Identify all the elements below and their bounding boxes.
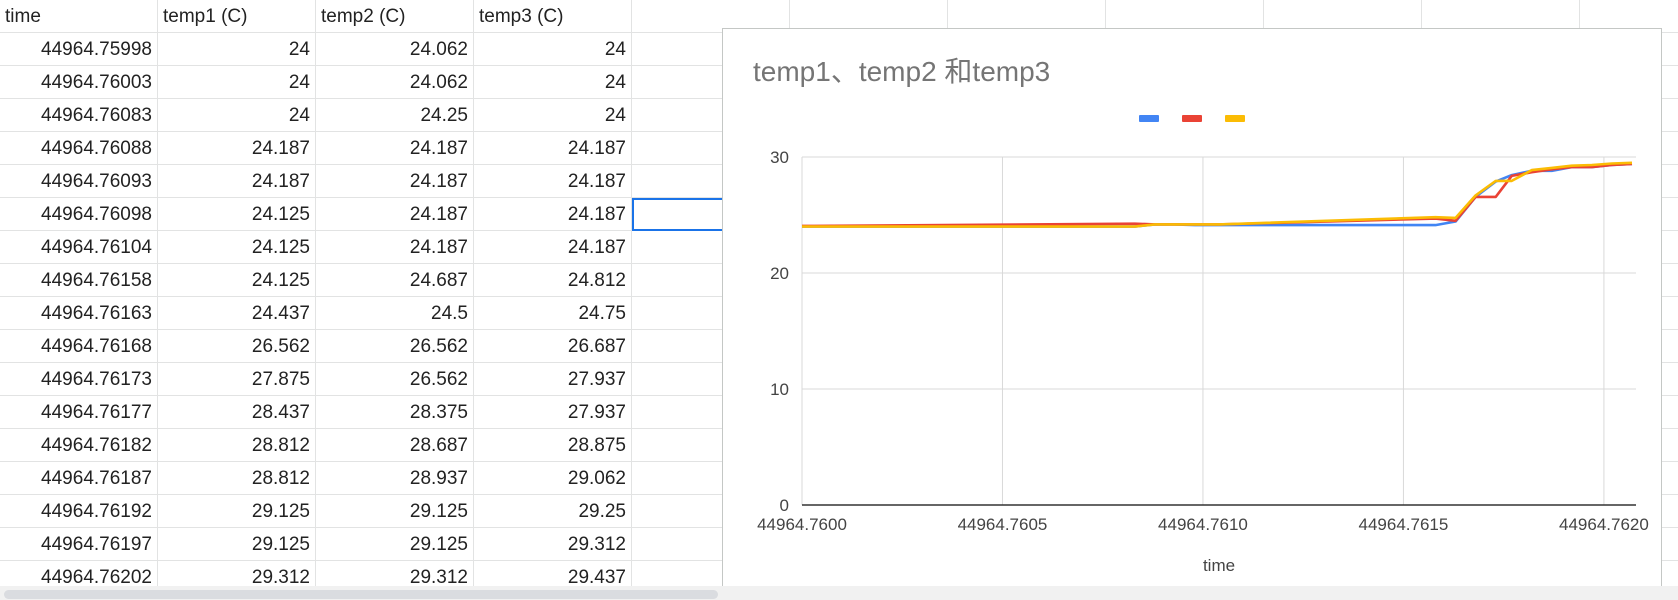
chart-canvas: temp1、temp2 和temp3 0 10 20 30 44964.7600 44964…	[753, 56, 1649, 575]
table-cell[interactable]: 24.187	[316, 231, 474, 264]
y-tick-label: 30	[770, 148, 789, 167]
x-tick-label: 44964.7600	[757, 515, 847, 534]
table-cell[interactable]: 24.187	[474, 132, 632, 165]
chart-title: temp1、temp2 和temp3	[753, 56, 1050, 87]
table-cell[interactable]: 44964.76098	[0, 198, 158, 231]
table-cell[interactable]: 26.562	[316, 330, 474, 363]
table-cell[interactable]: 29.125	[158, 528, 316, 561]
table-cell[interactable]: 24.437	[158, 297, 316, 330]
table-cell[interactable]: 24.687	[316, 264, 474, 297]
legend-swatch	[1139, 115, 1159, 122]
table-cell[interactable]: 24.187	[474, 231, 632, 264]
table-cell[interactable]: 24.187	[158, 165, 316, 198]
table-cell[interactable]: 28.437	[158, 396, 316, 429]
table-cell[interactable]: 44964.76168	[0, 330, 158, 363]
x-tick-label: 44964.7615	[1359, 515, 1449, 534]
series-line-1	[802, 162, 1633, 228]
x-axis-title: time	[1203, 556, 1235, 575]
table-cell[interactable]: 44964.76104	[0, 231, 158, 264]
series-line-3	[802, 161, 1633, 228]
table-cell[interactable]: 24	[474, 99, 632, 132]
table-cell[interactable]: 26.687	[474, 330, 632, 363]
table-cell[interactable]: 28.687	[316, 429, 474, 462]
table-cell[interactable]: 29.062	[474, 462, 632, 495]
table-cell[interactable]: 44964.76163	[0, 297, 158, 330]
table-cell[interactable]: 24.187	[474, 198, 632, 231]
table-cell[interactable]: 28.875	[474, 429, 632, 462]
table-row: 44964.76197 29.125 29.125 29.312	[0, 528, 1678, 561]
table-cell[interactable]: 24.25	[316, 99, 474, 132]
table-cell[interactable]: 24.187	[474, 165, 632, 198]
table-cell[interactable]: 26.562	[158, 330, 316, 363]
table-cell[interactable]: 24.5	[316, 297, 474, 330]
column-header-cell[interactable]: temp2 (C)	[316, 0, 474, 33]
table-cell[interactable]: 44964.76192	[0, 495, 158, 528]
y-tick-label: 0	[780, 496, 789, 515]
table-cell[interactable]: 44964.76093	[0, 165, 158, 198]
table-cell[interactable]: 44964.76187	[0, 462, 158, 495]
table-cell[interactable]: 28.812	[158, 429, 316, 462]
column-header-cell[interactable]: time	[0, 0, 158, 33]
empty-cell[interactable]	[632, 0, 790, 33]
table-cell[interactable]: 44964.76173	[0, 363, 158, 396]
table-cell[interactable]: 24.062	[316, 66, 474, 99]
table-cell[interactable]: 28.937	[316, 462, 474, 495]
column-header-cell[interactable]: temp1 (C)	[158, 0, 316, 33]
table-cell[interactable]: 26.562	[316, 363, 474, 396]
table-cell[interactable]: 44964.76197	[0, 528, 158, 561]
scrollbar-thumb[interactable]	[4, 590, 718, 599]
table-cell[interactable]: 24	[158, 33, 316, 66]
table-cell[interactable]: 28.375	[316, 396, 474, 429]
table-cell[interactable]: 28.812	[158, 462, 316, 495]
table-cell[interactable]: 24.125	[158, 198, 316, 231]
table-cell[interactable]: 44964.75998	[0, 33, 158, 66]
table-cell[interactable]: 44964.76158	[0, 264, 158, 297]
table-cell[interactable]: 29.312	[474, 528, 632, 561]
table-cell[interactable]: 24.125	[158, 231, 316, 264]
series-line-2	[802, 162, 1633, 228]
x-tick-label: 44964.7610	[1158, 515, 1248, 534]
table-cell[interactable]: 27.875	[158, 363, 316, 396]
x-tick-label: 44964.7605	[958, 515, 1048, 534]
table-cell[interactable]: 44964.76003	[0, 66, 158, 99]
table-cell[interactable]: 24.187	[316, 132, 474, 165]
table-cell[interactable]: 24	[158, 66, 316, 99]
table-cell[interactable]: 44964.76182	[0, 429, 158, 462]
table-cell[interactable]: 29.125	[316, 528, 474, 561]
table-cell[interactable]: 24	[474, 66, 632, 99]
legend-swatch	[1182, 115, 1202, 122]
table-cell[interactable]: 27.937	[474, 396, 632, 429]
y-tick-label: 20	[770, 264, 789, 283]
table-cell[interactable]: 24.062	[316, 33, 474, 66]
table-cell[interactable]: 24	[158, 99, 316, 132]
column-header-cell[interactable]: temp3 (C)	[474, 0, 632, 33]
table-cell[interactable]: 24.75	[474, 297, 632, 330]
legend-swatch	[1225, 115, 1245, 122]
table-cell[interactable]: 29.25	[474, 495, 632, 528]
table-cell[interactable]: 44964.76177	[0, 396, 158, 429]
table-cell[interactable]: 27.937	[474, 363, 632, 396]
x-tick-label: 44964.7620	[1559, 515, 1649, 534]
line-chart[interactable]: temp1、temp2 和temp3 0 10 20 30 44964.7600 44964…	[722, 28, 1662, 588]
table-cell[interactable]: 24.125	[158, 264, 316, 297]
table-cell[interactable]: 24.187	[158, 132, 316, 165]
table-cell[interactable]: 29.125	[158, 495, 316, 528]
table-cell[interactable]: 24	[474, 33, 632, 66]
y-tick-label: 10	[770, 380, 789, 399]
table-cell[interactable]: 24.187	[316, 165, 474, 198]
table-row: 44964.76093 24.187 24.187 24.187	[0, 165, 1678, 198]
table-cell[interactable]: 29.125	[316, 495, 474, 528]
table-cell[interactable]: 44964.76088	[0, 132, 158, 165]
table-cell[interactable]: 24.187	[316, 198, 474, 231]
table-cell[interactable]: 24.812	[474, 264, 632, 297]
table-cell[interactable]: 44964.76083	[0, 99, 158, 132]
